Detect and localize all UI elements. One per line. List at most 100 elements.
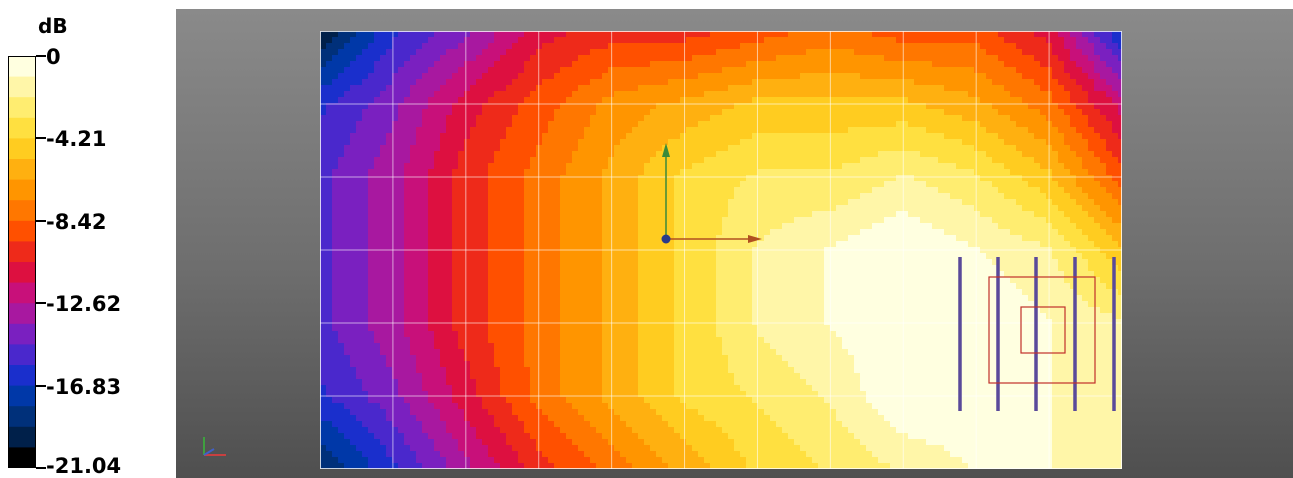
- heatmap-cell: [794, 61, 801, 68]
- heatmap-cell: [338, 211, 345, 218]
- heatmap-cell: [602, 139, 609, 146]
- heatmap-cell: [698, 61, 705, 68]
- heatmap-cell: [692, 175, 699, 182]
- heatmap-cell: [476, 229, 483, 236]
- heatmap-cell: [674, 79, 681, 86]
- heatmap-cell: [908, 235, 915, 242]
- heatmap-cell: [734, 73, 741, 80]
- heatmap-cell: [908, 229, 915, 236]
- heatmap-cell: [476, 151, 483, 158]
- heatmap-cell: [446, 37, 453, 44]
- heatmap-cell: [548, 91, 555, 98]
- heatmap-cell: [710, 79, 717, 86]
- heatmap-cell: [1052, 67, 1059, 74]
- heatmap-cell: [566, 163, 573, 170]
- heatmap-cell: [908, 97, 915, 104]
- heatmap-cell: [782, 121, 789, 128]
- heatmap-cell: [524, 145, 531, 152]
- heatmap-cell: [722, 241, 729, 248]
- heatmap-cell: [746, 199, 753, 206]
- heatmap-cell: [680, 229, 687, 236]
- heatmap-cell: [494, 181, 501, 188]
- heatmap-cell: [818, 139, 825, 146]
- heatmap-cell: [1118, 109, 1122, 116]
- heatmap-cell: [944, 235, 951, 242]
- heatmap-cell: [818, 199, 825, 206]
- heatmap-cell: [530, 49, 537, 56]
- heatmap-cell: [704, 133, 711, 140]
- heatmap-cell: [368, 61, 375, 68]
- heatmap-cell: [470, 205, 477, 212]
- heatmap-cell: [974, 187, 981, 194]
- heatmap-cell: [404, 175, 411, 182]
- heatmap-cell: [464, 37, 471, 44]
- heatmap-cell: [476, 175, 483, 182]
- heatmap-cell: [524, 199, 531, 206]
- heatmap-cell: [824, 187, 831, 194]
- heatmap-cell: [626, 163, 633, 170]
- heatmap-cell: [464, 73, 471, 80]
- heatmap-cell: [482, 181, 489, 188]
- heatmap-cell: [896, 151, 903, 158]
- heatmap-cell: [1106, 151, 1113, 158]
- heatmap-cell: [428, 163, 435, 170]
- heatmap-cell: [656, 169, 663, 176]
- heatmap-cell: [776, 127, 783, 134]
- heatmap-cell: [1004, 79, 1011, 86]
- heatmap-cell: [770, 217, 777, 224]
- heatmap-cell: [404, 151, 411, 158]
- heatmap-cell: [506, 109, 513, 116]
- heatmap-cell: [434, 235, 441, 242]
- heatmap-cell: [704, 193, 711, 200]
- heatmap-cell: [998, 43, 1005, 50]
- heatmap-cell: [908, 223, 915, 230]
- heatmap-cell: [920, 73, 927, 80]
- heatmap-cell: [650, 193, 657, 200]
- heatmap-cell: [434, 115, 441, 122]
- heatmap-cell: [1118, 43, 1122, 50]
- heatmap-cell: [512, 97, 519, 104]
- heatmap-cell: [896, 145, 903, 152]
- heatmap-cell: [932, 103, 939, 110]
- heatmap-cell: [860, 145, 867, 152]
- heatmap-cell: [776, 235, 783, 242]
- heatmap-cell: [392, 139, 399, 146]
- heatmap-cell: [974, 199, 981, 206]
- heatmap-cell: [632, 151, 639, 158]
- heatmap-cell: [932, 97, 939, 104]
- heatmap-cell: [830, 241, 837, 248]
- heatmap-cell: [806, 163, 813, 170]
- heatmap-cell: [596, 31, 603, 38]
- heatmap-cell: [506, 193, 513, 200]
- heatmap-cell: [1058, 145, 1065, 152]
- heatmap-cell: [1100, 193, 1107, 200]
- 3d-viewport[interactable]: [176, 9, 1293, 478]
- heatmap-cell: [686, 217, 693, 224]
- heatmap-cell: [992, 115, 999, 122]
- heatmap-cell: [830, 121, 837, 128]
- heatmap-cell: [1040, 55, 1047, 62]
- heatmap-cell: [908, 31, 915, 38]
- heatmap-cell: [1094, 103, 1101, 110]
- heatmap-cell: [404, 37, 411, 44]
- heatmap-cell: [326, 199, 333, 206]
- heatmap-cell: [596, 181, 603, 188]
- heatmap-cell: [1016, 43, 1023, 50]
- heatmap-cell: [1064, 163, 1071, 170]
- heatmap-cell: [380, 157, 387, 164]
- heatmap-cell: [896, 115, 903, 122]
- heatmap-cell: [698, 211, 705, 218]
- heatmap-cell: [1064, 133, 1071, 140]
- heatmap-cell: [752, 97, 759, 104]
- heatmap-cell: [410, 235, 417, 242]
- heatmap-cell: [1040, 127, 1047, 134]
- heatmap-cell: [782, 211, 789, 218]
- heatmap-cell: [542, 37, 549, 44]
- heatmap-cell: [602, 157, 609, 164]
- heatmap-cell: [1070, 187, 1077, 194]
- heatmap-cell: [1016, 79, 1023, 86]
- heatmap-cell: [362, 205, 369, 212]
- heatmap-cell: [704, 205, 711, 212]
- heatmap-cell: [326, 211, 333, 218]
- heatmap-cell: [842, 85, 849, 92]
